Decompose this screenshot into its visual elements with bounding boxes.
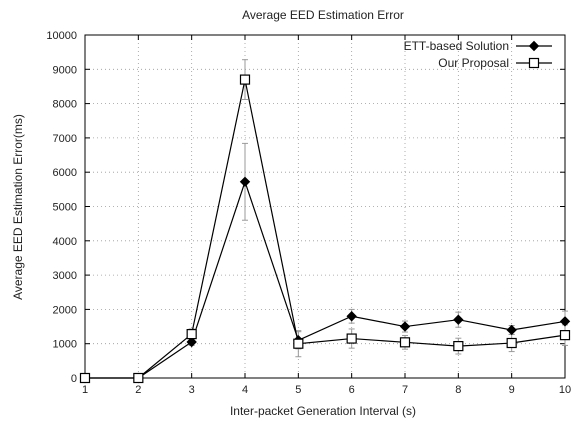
series-1-point: [506, 324, 517, 336]
y-tick-label: 9000: [53, 64, 77, 76]
y-tick-label: 7000: [53, 133, 77, 145]
series-2-point: [133, 372, 144, 384]
y-tick-label: 0: [71, 373, 77, 385]
series-2-point: [453, 341, 464, 352]
legend-marker-2: [528, 57, 540, 69]
legend: ETT-based Solution Our Proposal: [404, 39, 552, 70]
x-tick-label: 2: [135, 384, 141, 396]
series-line-1: [85, 179, 566, 379]
series-2-point: [559, 330, 571, 341]
series: [79, 74, 571, 384]
series-1-point: [399, 321, 411, 332]
series-1-point: [559, 316, 571, 327]
series-line-2: [85, 79, 566, 379]
series-2-point: [506, 337, 517, 349]
y-tick-label: 3000: [53, 270, 77, 282]
y-tick-label: 1000: [53, 339, 77, 351]
chart-title: Average EED Estimation Error: [242, 8, 404, 22]
x-axis-label: Inter-packet Generation Interval (s): [230, 404, 416, 418]
series-1-point: [186, 336, 197, 348]
x-tick-label: 9: [509, 384, 515, 396]
y-tick-label: 2000: [53, 304, 77, 316]
grid: [85, 35, 565, 378]
axes: 1 2 3 4 5 6 7 8 9 10 0 1000 2000 3000 4000 5000 6000 7000…: [46, 30, 571, 396]
y-tick-label: 5000: [53, 202, 77, 214]
y-tick-label: 4000: [53, 236, 77, 248]
x-tick-label: 10: [559, 384, 571, 396]
legend-label-2: Our Proposal: [438, 56, 509, 70]
series-2-point: [239, 74, 251, 85]
y-tick-label: 8000: [53, 99, 77, 111]
x-tick-label: 3: [189, 384, 195, 396]
series-1-point: [453, 314, 464, 325]
series-1-point: [239, 176, 251, 188]
labels: Average EED Estimation Error Inter-packe…: [11, 8, 416, 418]
error-bars: [188, 59, 568, 358]
y-tick-label: 10000: [46, 30, 77, 42]
series-2-point: [399, 337, 411, 348]
y-axis-label: Average EED Estimation Error(ms): [11, 114, 25, 300]
x-tick-label: 6: [349, 384, 355, 396]
series-2-point: [293, 338, 304, 349]
series-2-point: [186, 328, 197, 340]
legend-label-1: ETT-based Solution: [404, 39, 509, 53]
x-tick-label: 4: [242, 384, 248, 396]
legend-marker-1: [528, 40, 540, 52]
series-2-point: [346, 333, 357, 344]
y-tick-label: 6000: [53, 167, 77, 179]
x-tick-label: 5: [295, 384, 301, 396]
x-tick-label: 1: [82, 384, 88, 396]
x-tick-label: 8: [455, 384, 461, 396]
series-1-point: [346, 311, 357, 322]
x-tick-label: 7: [402, 384, 408, 396]
series-2-point: [79, 372, 91, 384]
